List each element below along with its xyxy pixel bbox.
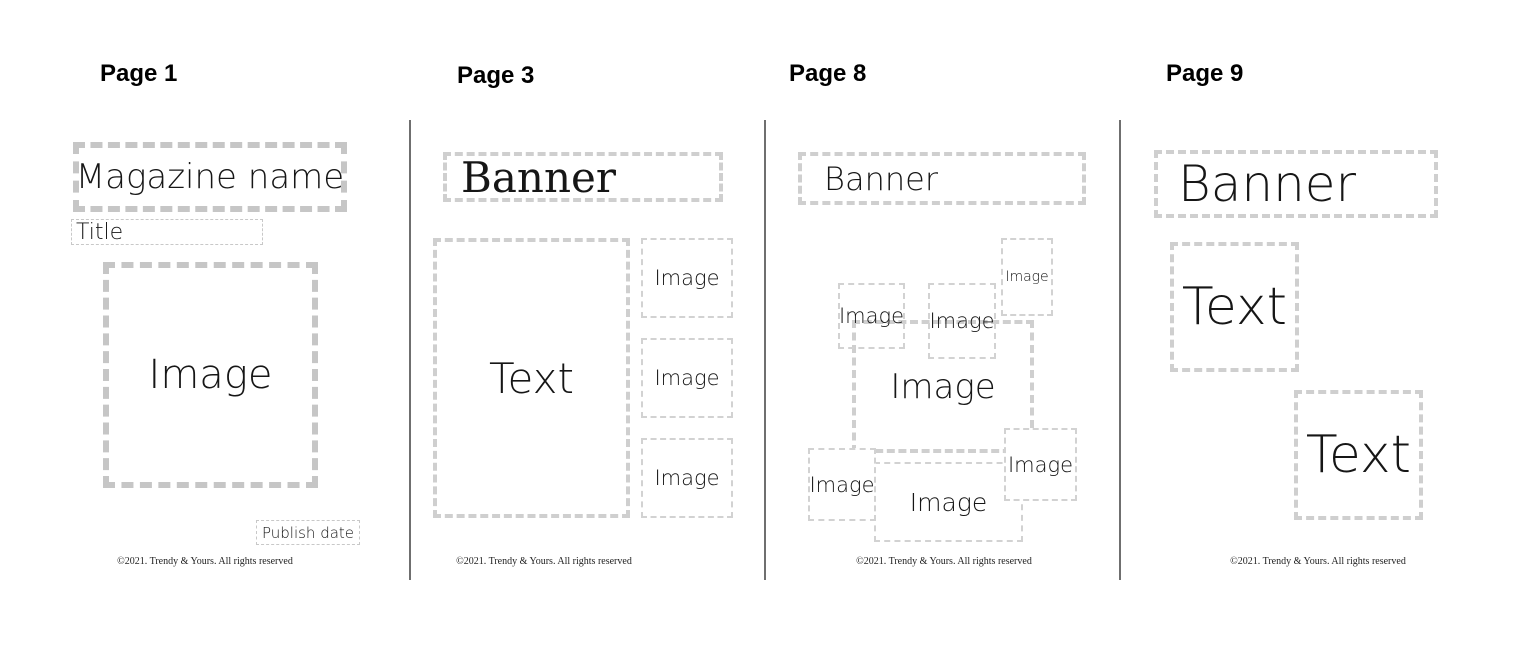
page-8-banner-block: Banner xyxy=(798,152,1086,205)
page-3-image-text-2: Image xyxy=(654,366,720,390)
page-8-banner-text: Banner xyxy=(824,159,938,198)
page-3-image-block-3: Image xyxy=(641,438,733,518)
page-3-banner-block: Banner xyxy=(443,152,723,202)
page-3-label: Page 3 xyxy=(457,62,535,89)
page-3-banner-text: Banner xyxy=(461,152,616,202)
page-3-image-text-1: Image xyxy=(654,266,720,290)
page-8-image-text-bottom-left: Image xyxy=(809,472,875,497)
page-8-image-block-middle: Image xyxy=(928,283,996,359)
page-1-footer: ©2021. Trendy & Yours. All rights reserv… xyxy=(117,556,293,567)
page-1-label: Page 1 xyxy=(100,60,178,87)
page-9-footer: ©2021. Trendy & Yours. All rights reserv… xyxy=(1230,556,1406,567)
page-8-image-text-bottom-right: Image xyxy=(1007,452,1074,477)
page-9-text-block-1: Text xyxy=(1170,242,1299,372)
page-9-text-block-2: Text xyxy=(1294,390,1423,520)
page-3-image-text-3: Image xyxy=(654,466,720,490)
page-8-image-block-top-right: Image xyxy=(1001,238,1053,316)
page-8-image-text-middle: Image xyxy=(929,309,995,333)
page-divider-3 xyxy=(1119,120,1121,580)
page-8-image-block-bottom-left: Image xyxy=(808,448,876,521)
page-3-image-block-2: Image xyxy=(641,338,733,418)
page-8-center-image-text: Image xyxy=(890,366,996,407)
page-3-text-block: Text xyxy=(433,238,630,518)
page-9-banner-text: Banner xyxy=(1178,155,1357,213)
page-1-image-text: Image xyxy=(148,352,273,398)
page-8-image-text-left: Image xyxy=(838,304,905,328)
title-block: Title xyxy=(71,219,263,245)
page-3-footer: ©2021. Trendy & Yours. All rights reserv… xyxy=(456,556,632,567)
page-8-label: Page 8 xyxy=(789,60,867,87)
page-8-footer: ©2021. Trendy & Yours. All rights reserv… xyxy=(856,556,1032,567)
page-9-text-2: Text xyxy=(1305,425,1412,485)
page-9-label: Page 9 xyxy=(1166,60,1244,87)
page-divider-2 xyxy=(764,120,766,580)
page-8-image-block-bottom-right: Image xyxy=(1004,428,1077,501)
page-divider-1 xyxy=(409,120,411,580)
magazine-name-block: Magazine name xyxy=(73,142,347,212)
publish-date-text: Publish date xyxy=(261,523,355,542)
page-8-image-block-bottom-center: Image xyxy=(874,462,1023,542)
page-3-image-block-1: Image xyxy=(641,238,733,318)
page-1-image-block: Image xyxy=(103,262,318,488)
page-8-image-text-top-right: Image xyxy=(1005,269,1049,285)
page-8-center-image-block: Image xyxy=(852,320,1034,453)
page-9-text-1: Text xyxy=(1181,277,1288,337)
page-8-image-block-left: Image xyxy=(838,283,905,349)
page-3-text: Text xyxy=(489,353,574,403)
magazine-name-text: Magazine name xyxy=(75,157,345,197)
page-8-image-text-bottom-center: Image xyxy=(909,487,988,517)
page-9-banner-block: Banner xyxy=(1154,150,1438,218)
title-text: Title xyxy=(76,219,124,245)
publish-date-block: Publish date xyxy=(256,520,360,545)
